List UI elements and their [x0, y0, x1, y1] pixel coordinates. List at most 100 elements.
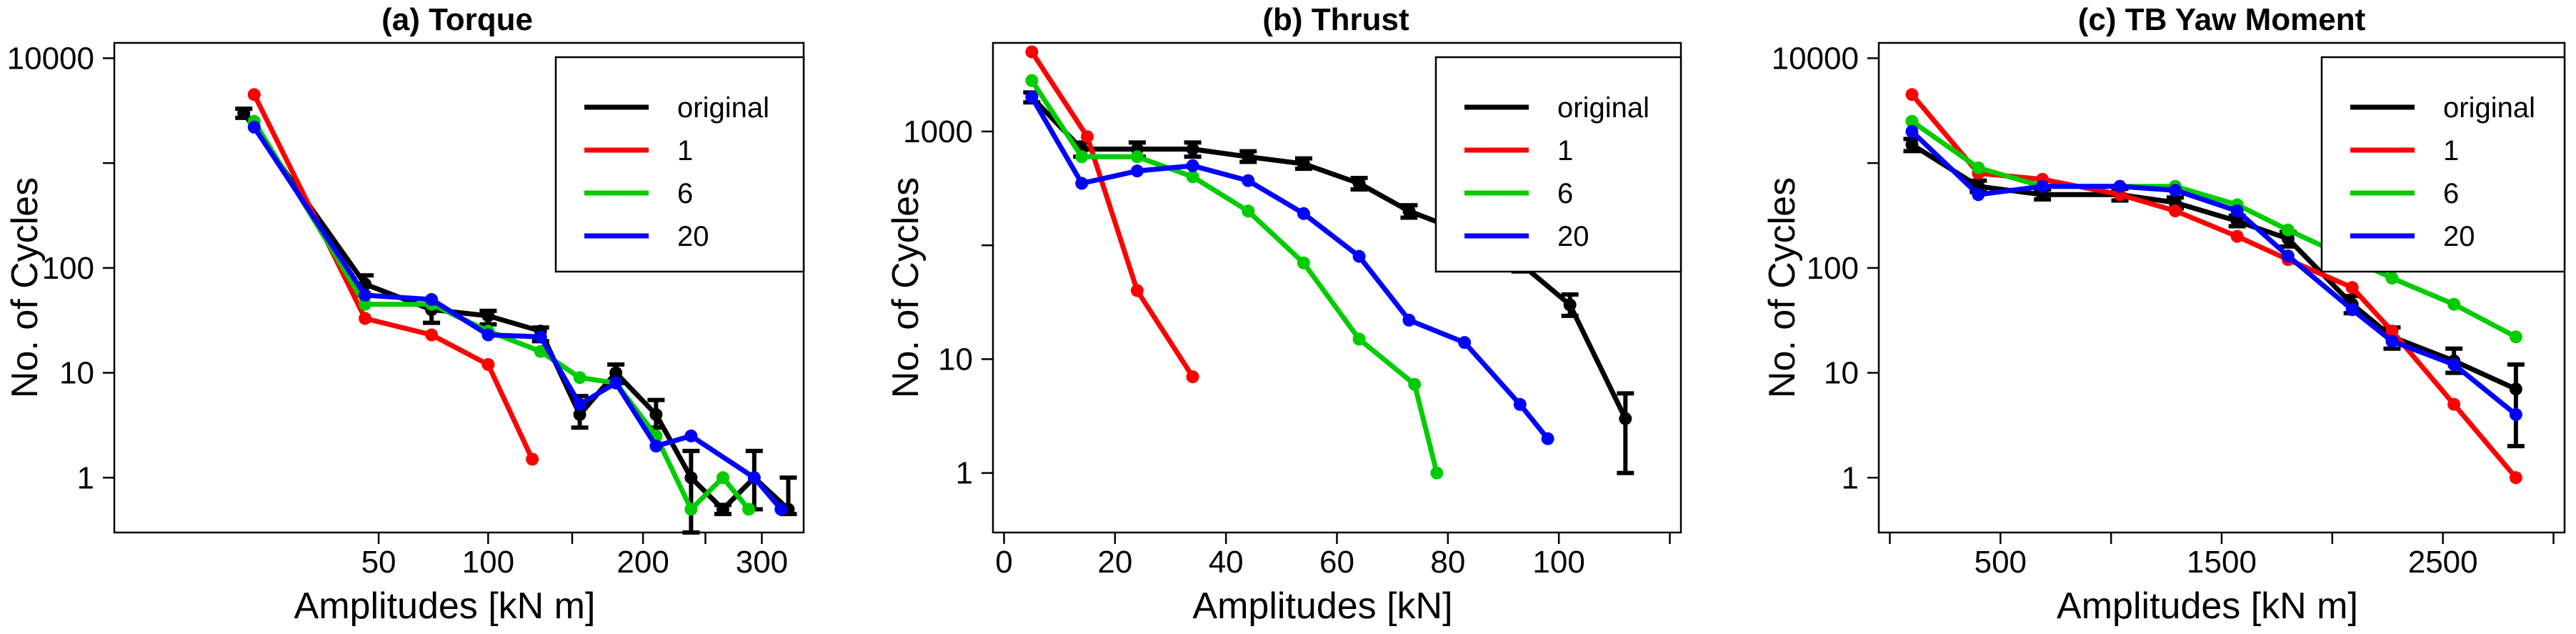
x-axis-label: Amplitudes [kN]	[1192, 585, 1452, 627]
data-point	[716, 502, 729, 516]
data-point	[359, 288, 372, 302]
chart-panel-1: (b) Thrust 0 20 40 60 80 100 1 10 1000 Amplitudes …	[885, 2, 1682, 627]
x-tick-label: 50	[361, 545, 396, 580]
data-point	[1075, 177, 1089, 190]
data-point	[2281, 249, 2295, 263]
data-point	[1025, 74, 1039, 87]
data-point	[2168, 204, 2182, 218]
y-tick-label: 10	[1824, 356, 1859, 391]
y-axis-label: No. of Cycles	[885, 177, 927, 398]
data-point	[1186, 142, 1199, 156]
data-point	[1297, 207, 1310, 220]
x-tick-label: 1500	[2187, 545, 2257, 580]
data-point	[1242, 204, 1255, 218]
data-point	[684, 429, 698, 442]
chart-title: (b) Thrust	[1262, 2, 1409, 37]
y-tick-label: 1	[1842, 460, 1859, 495]
data-point	[1430, 466, 1444, 480]
legend-label: 1	[1557, 135, 1573, 167]
chart-panel-2: (c) TB Yaw Moment 500 1500 2500 1 10 100 10000 A…	[1762, 2, 2566, 627]
data-point	[1130, 150, 1144, 164]
legend-label: 1	[677, 135, 693, 167]
data-point	[1408, 377, 1422, 391]
data-point	[1513, 397, 1527, 411]
x-tick-label: 60	[1319, 545, 1354, 580]
data-point	[2168, 184, 2182, 197]
legend-label: original	[1557, 92, 1649, 124]
data-point	[2230, 229, 2244, 243]
data-point	[1186, 170, 1199, 184]
data-point	[609, 366, 623, 380]
x-axis-label: Amplitudes [kN m]	[2057, 585, 2358, 627]
data-point	[481, 357, 495, 371]
legend-label: 6	[2443, 178, 2459, 209]
data-point	[247, 88, 261, 101]
data-point	[1402, 204, 1416, 218]
data-point	[1352, 177, 1366, 190]
data-point	[716, 471, 729, 485]
data-point	[2281, 223, 2295, 237]
data-point	[649, 407, 663, 421]
data-point	[1025, 45, 1039, 59]
y-tick-label: 10	[938, 342, 973, 377]
series-20	[247, 120, 788, 516]
y-tick-label: 1	[956, 456, 973, 491]
legend-label: 20	[677, 221, 709, 252]
y-tick-label: 1	[77, 460, 94, 495]
x-tick-label: 80	[1430, 545, 1465, 580]
plot-area-frame	[113, 41, 805, 534]
data-point	[1297, 256, 1310, 269]
legend: original 1 6 20	[554, 56, 805, 273]
data-point	[2447, 357, 2461, 371]
data-point	[774, 502, 788, 516]
data-point	[237, 107, 251, 120]
data-point	[425, 328, 439, 342]
y-axis-label: No. of Cycles	[4, 177, 46, 398]
x-tick-label: 500	[1975, 545, 2027, 580]
x-tick-label: 0	[995, 545, 1012, 580]
data-point	[609, 376, 623, 390]
data-point	[2345, 281, 2359, 294]
legend-label: original	[2443, 92, 2535, 124]
data-point	[573, 371, 586, 385]
data-point	[2345, 303, 2359, 317]
y-tick-label: 10	[59, 356, 94, 391]
data-point	[1905, 138, 1919, 152]
y-tick-label: 10000	[7, 41, 94, 76]
data-point	[2447, 397, 2461, 411]
data-point	[684, 502, 698, 516]
data-point	[247, 120, 261, 134]
series-1	[1025, 45, 1199, 384]
legend-label: 20	[1557, 221, 1589, 252]
data-point	[2385, 272, 2399, 285]
x-tick-label: 40	[1209, 545, 1244, 580]
series-6	[1025, 74, 1444, 480]
data-point	[1402, 313, 1416, 327]
data-point	[359, 297, 372, 311]
data-point	[2509, 330, 2522, 344]
series-20	[1025, 90, 1554, 445]
data-point	[2509, 407, 2522, 421]
data-point	[1352, 249, 1366, 263]
data-point	[481, 328, 495, 342]
data-point	[1905, 88, 1919, 101]
chart-title: (a) Torque	[381, 2, 533, 37]
data-point	[1905, 114, 1919, 128]
data-point	[1081, 130, 1094, 144]
data-point	[573, 397, 586, 411]
data-point	[649, 440, 663, 453]
data-point	[1242, 150, 1255, 164]
series-line-1	[1029, 50, 1195, 378]
chart-panel-0: (a) Torque 50 100 200 300 1 10 100 10000 Amplitud…	[4, 2, 805, 627]
data-point	[2509, 471, 2522, 485]
data-point	[534, 345, 547, 358]
y-tick-label: 1000	[903, 114, 973, 149]
data-point	[573, 407, 586, 421]
data-point	[2036, 179, 2050, 193]
legend-label: 1	[2443, 135, 2459, 167]
data-point	[1297, 157, 1310, 171]
x-tick-label: 100	[1532, 545, 1584, 580]
x-axis-label: Amplitudes [kN m]	[294, 585, 596, 627]
data-point	[1458, 336, 1472, 350]
